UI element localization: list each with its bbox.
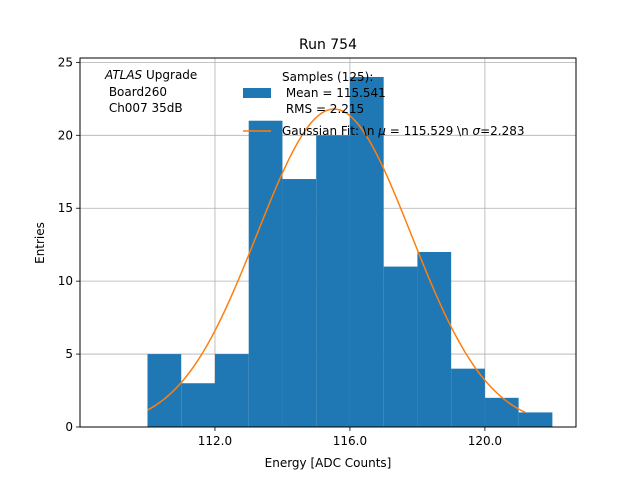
gaussian-fit-curve <box>147 108 526 414</box>
legend-fit-mu-text: = 115.529 \n <box>386 124 473 138</box>
annotation-line-3: Ch007 35dB <box>105 101 183 115</box>
legend-histogram-label: Samples (125): <box>282 70 373 84</box>
x-axis-label: Energy [ADC Counts] <box>265 456 392 470</box>
y-tick-label: 25 <box>58 55 73 69</box>
histogram-bar <box>451 368 485 427</box>
y-tick-label: 15 <box>58 201 73 215</box>
legend-rms-label: RMS = 2.215 <box>282 102 364 116</box>
fit-curve-group <box>147 108 526 414</box>
legend-mean-label: Mean = 115.541 <box>282 86 386 100</box>
annotation-line-2: Board260 <box>105 85 167 99</box>
legend-fit-sigma-text: =2.283 <box>480 124 524 138</box>
histogram-bar <box>147 354 182 427</box>
histogram-bar <box>181 383 215 427</box>
histogram-bar <box>484 397 519 427</box>
x-tick-label: 116.0 <box>333 434 367 448</box>
y-tick-label: 10 <box>58 274 73 288</box>
atlas-annotation: ATLAS Upgrade Board260 Ch007 35dB <box>104 68 197 115</box>
y-tick-label: 20 <box>58 128 73 142</box>
annotation-line-1: ATLAS Upgrade <box>104 68 197 82</box>
histogram-bar <box>383 266 418 427</box>
legend-fit-prefix: Gaussian Fit: \n <box>282 124 378 138</box>
x-tick-label: 120.0 <box>468 434 502 448</box>
histogram-bar <box>214 354 249 427</box>
histogram-bars <box>147 76 553 427</box>
histogram-bar <box>518 412 553 427</box>
histogram-bar <box>248 120 283 427</box>
x-tick-label: 112.0 <box>198 434 232 448</box>
y-axis-label: Entries <box>33 222 47 264</box>
annotation-upgrade: Upgrade <box>142 68 197 82</box>
histogram-bar <box>417 251 452 427</box>
legend-fit-mu-symbol: μ <box>377 124 386 138</box>
axis-ticks: 112.0 116.0 120.0 0 5 10 15 20 25 <box>58 55 502 448</box>
legend-histogram-swatch <box>243 88 271 98</box>
legend-fit-label: Gaussian Fit: \n μ = 115.529 \n σ=2.283 <box>282 124 525 138</box>
y-tick-label: 5 <box>65 347 73 361</box>
legend: Samples (125): Mean = 115.541 RMS = 2.21… <box>243 70 525 138</box>
y-tick-label: 0 <box>65 420 73 434</box>
histogram-bar <box>282 179 317 427</box>
chart-title: Run 754 <box>299 37 357 53</box>
plot-frame <box>79 57 577 428</box>
legend-fit-sigma-symbol: σ <box>473 124 481 138</box>
histogram-bar <box>316 135 350 427</box>
annotation-atlas: ATLAS <box>104 68 143 82</box>
